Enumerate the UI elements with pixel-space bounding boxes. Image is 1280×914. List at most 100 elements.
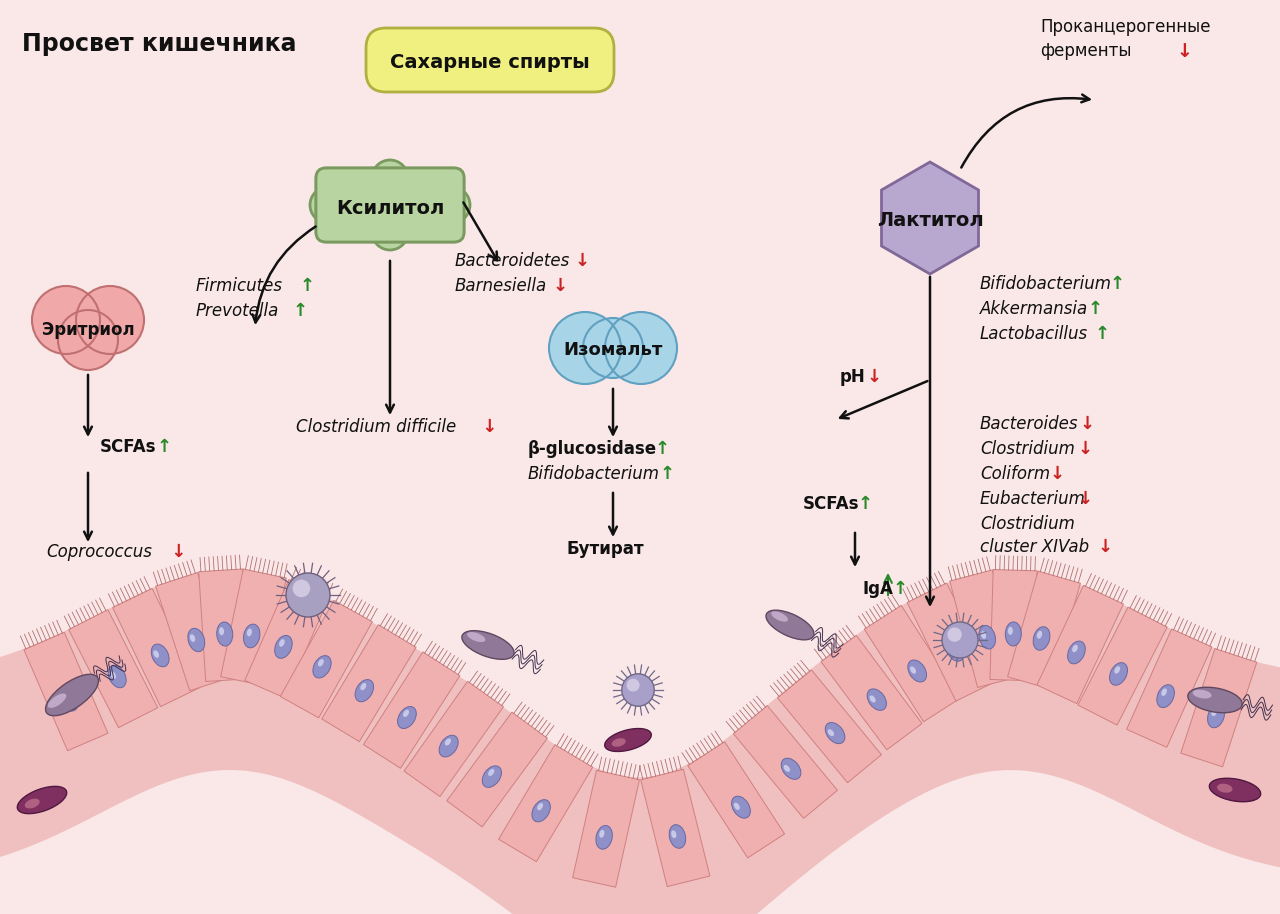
Text: ↑: ↑ [858, 495, 873, 513]
Text: ↑: ↑ [293, 302, 308, 320]
Polygon shape [572, 771, 640, 887]
Text: ↓: ↓ [867, 368, 882, 386]
Ellipse shape [467, 632, 485, 642]
Ellipse shape [46, 675, 99, 716]
Ellipse shape [1207, 705, 1225, 728]
Text: ↑: ↑ [655, 440, 671, 458]
Ellipse shape [247, 629, 252, 636]
Ellipse shape [24, 799, 40, 809]
Text: Clostridium: Clostridium [980, 440, 1075, 458]
Text: Проканцерогенные: Проканцерогенные [1039, 18, 1211, 36]
Text: Eubacterium: Eubacterium [980, 490, 1085, 508]
Ellipse shape [948, 645, 954, 653]
Ellipse shape [488, 769, 494, 776]
Ellipse shape [980, 632, 986, 639]
Polygon shape [820, 635, 922, 749]
Ellipse shape [483, 766, 502, 787]
Ellipse shape [1157, 685, 1175, 707]
Polygon shape [641, 770, 710, 887]
Text: Лактитол: Лактитол [877, 211, 983, 230]
Ellipse shape [1037, 631, 1042, 639]
Ellipse shape [219, 627, 224, 635]
Ellipse shape [361, 683, 366, 690]
Polygon shape [989, 569, 1037, 681]
Text: Сахарные спирты: Сахарные спирты [390, 52, 590, 71]
Polygon shape [113, 589, 200, 707]
Text: Bifidobacterium: Bifidobacterium [529, 465, 660, 483]
Text: SCFAs: SCFAs [803, 495, 859, 513]
Text: Clostridium: Clostridium [980, 515, 1075, 533]
Circle shape [293, 579, 310, 597]
Text: ферменты: ферменты [1039, 42, 1132, 60]
Polygon shape [733, 706, 837, 818]
Text: Изомальт: Изомальт [563, 341, 663, 359]
Ellipse shape [1161, 688, 1167, 696]
Ellipse shape [151, 644, 169, 667]
Ellipse shape [110, 672, 116, 679]
Polygon shape [908, 583, 996, 701]
Ellipse shape [532, 800, 550, 822]
Polygon shape [404, 681, 503, 796]
Text: β-glucosidase: β-glucosidase [529, 440, 657, 458]
Text: Akkermansia: Akkermansia [980, 300, 1088, 318]
Circle shape [285, 573, 330, 617]
Ellipse shape [612, 739, 626, 747]
Polygon shape [69, 610, 157, 728]
Ellipse shape [910, 666, 916, 674]
Ellipse shape [1188, 687, 1242, 713]
Text: Coliform: Coliform [980, 465, 1050, 483]
Ellipse shape [1073, 644, 1078, 653]
Ellipse shape [867, 689, 886, 710]
Text: ↑: ↑ [893, 580, 908, 598]
Text: Clostridium difficile: Clostridium difficile [296, 418, 456, 436]
Text: ↓: ↓ [1170, 42, 1193, 61]
Circle shape [942, 622, 978, 658]
Ellipse shape [1211, 708, 1217, 717]
Ellipse shape [462, 631, 515, 659]
Polygon shape [321, 624, 416, 741]
Circle shape [58, 310, 118, 370]
Text: Bacteroides: Bacteroides [980, 415, 1079, 433]
Text: ↓: ↓ [553, 277, 568, 295]
Ellipse shape [1193, 689, 1212, 698]
FancyBboxPatch shape [366, 28, 614, 92]
Circle shape [32, 286, 100, 354]
Polygon shape [364, 652, 460, 769]
Polygon shape [1007, 571, 1080, 689]
Polygon shape [244, 579, 329, 698]
Text: ↓: ↓ [1050, 465, 1065, 483]
Text: cluster XIVab: cluster XIVab [980, 538, 1089, 556]
Text: ↑: ↑ [1094, 325, 1110, 343]
Ellipse shape [312, 655, 332, 678]
Ellipse shape [243, 624, 260, 648]
Ellipse shape [355, 680, 374, 702]
Ellipse shape [669, 824, 686, 848]
Ellipse shape [17, 786, 67, 813]
Ellipse shape [946, 639, 964, 661]
Ellipse shape [979, 625, 996, 649]
Ellipse shape [599, 830, 604, 838]
Text: SCFAs: SCFAs [100, 438, 156, 456]
Polygon shape [882, 162, 978, 274]
Ellipse shape [317, 659, 324, 666]
Text: ↑: ↑ [300, 277, 315, 295]
Ellipse shape [732, 796, 750, 818]
Ellipse shape [671, 830, 676, 838]
Text: Barnesiella: Barnesiella [454, 277, 548, 295]
Ellipse shape [828, 729, 835, 736]
Polygon shape [1037, 585, 1124, 704]
Circle shape [372, 160, 408, 196]
Ellipse shape [772, 611, 788, 622]
Circle shape [582, 318, 643, 378]
Polygon shape [687, 741, 785, 858]
Text: ↓: ↓ [1080, 415, 1096, 433]
Polygon shape [220, 569, 287, 686]
Ellipse shape [109, 665, 127, 687]
Text: ↓: ↓ [476, 418, 498, 436]
Text: Бутират: Бутират [566, 540, 644, 558]
Ellipse shape [1005, 622, 1021, 646]
Circle shape [605, 312, 677, 384]
Ellipse shape [781, 759, 801, 780]
Ellipse shape [47, 694, 67, 708]
Text: Bifidobacterium: Bifidobacterium [980, 275, 1112, 293]
